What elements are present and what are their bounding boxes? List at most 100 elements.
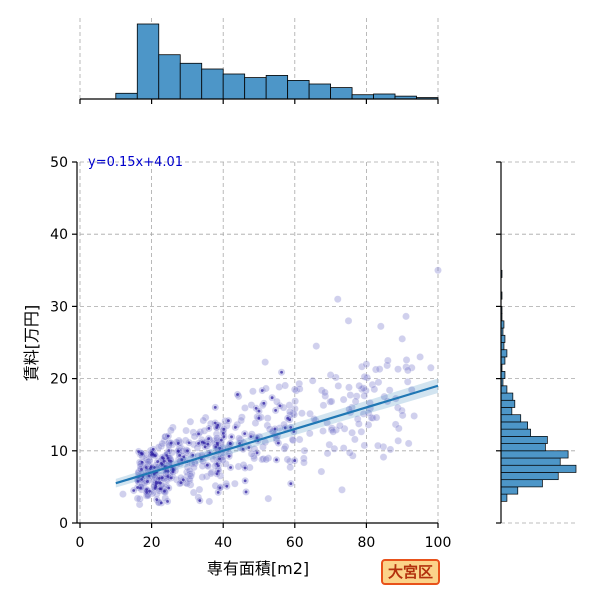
scatter-point-core — [154, 482, 158, 486]
y-hist-bar — [500, 399, 516, 408]
y-hist-bar — [500, 407, 513, 416]
scatter-point-core — [213, 421, 217, 425]
scatter-point-core — [230, 435, 233, 439]
scatter-point-core — [159, 501, 163, 505]
scatter-point — [280, 444, 289, 453]
scatter-point — [359, 384, 368, 392]
scatter-point — [238, 413, 246, 422]
scatter-point-core — [216, 423, 220, 427]
scatter-point-core — [140, 460, 144, 464]
scatter-point-core — [139, 486, 142, 490]
scatter-point-core — [286, 416, 290, 420]
scatter-point-core — [169, 476, 173, 480]
scatter-point — [385, 386, 394, 394]
scatter-point — [338, 486, 346, 494]
scatter-point — [172, 438, 181, 446]
scatter-point — [250, 454, 258, 463]
scatter-point — [394, 437, 402, 445]
x-tick-label: 100 — [425, 535, 452, 551]
scatter-point — [262, 455, 270, 464]
scatter-plot: 0 20 40 60 80 100 0 10 20 30 40 50 — [50, 155, 451, 551]
scatter-point-core — [153, 466, 156, 469]
scatter-point-core — [171, 467, 175, 471]
scatter-point — [383, 361, 391, 370]
scatter-point-core — [166, 499, 169, 503]
scatter-point — [300, 458, 308, 467]
scatter-point — [195, 485, 204, 494]
y-tick-label: 10 — [50, 444, 68, 460]
regression-equation: y=0.15x+4.01 — [88, 155, 183, 170]
district-badge: 大宮区 — [381, 559, 441, 585]
y-hist-bar — [500, 436, 548, 444]
scatter-point-core — [227, 454, 231, 458]
scatter-point — [135, 500, 144, 509]
scatter-point-core — [180, 458, 184, 462]
scatter-point — [290, 410, 298, 419]
scatter-point-core — [197, 442, 200, 445]
x-hist-bar — [201, 68, 224, 100]
scatter-point — [319, 427, 327, 435]
y-hist-bar — [500, 392, 514, 401]
scatter-point — [407, 363, 416, 372]
scatter-point — [182, 426, 190, 435]
scatter-point-core — [136, 486, 139, 489]
scatter-point-core — [254, 406, 258, 410]
x-tick-label: 60 — [286, 535, 304, 551]
scatter-point-core — [229, 466, 232, 469]
scatter-point — [251, 419, 260, 427]
x-hist-bar — [287, 80, 310, 100]
scatter-point — [362, 360, 371, 368]
scatter-point-core — [207, 437, 211, 440]
scatter-point — [339, 444, 348, 452]
y-tick-label: 40 — [50, 227, 68, 243]
scatter-point-core — [203, 445, 207, 449]
scatter-point-core — [154, 480, 158, 484]
scatter-point — [375, 365, 384, 373]
scatter-point — [247, 401, 256, 409]
scatter-point — [241, 404, 249, 412]
scatter-point-core — [169, 459, 173, 463]
scatter-point-core — [140, 477, 144, 481]
scatter-point-core — [260, 389, 264, 392]
scatter-point — [187, 472, 195, 480]
scatter-point — [374, 441, 382, 450]
scatter-point-core — [206, 442, 210, 446]
x-hist-bar — [158, 54, 181, 100]
scatter-point-core — [140, 468, 143, 471]
scatter-point-core — [236, 393, 239, 396]
scatter-point-core — [216, 469, 220, 473]
scatter-point — [281, 381, 289, 390]
scatter-point-core — [228, 442, 232, 445]
scatter-point-core — [149, 465, 153, 469]
y-hist-bar — [500, 464, 577, 473]
scatter-point-core — [221, 432, 225, 435]
scatter-point-core — [181, 478, 185, 482]
scatter-point — [300, 446, 309, 455]
scatter-point — [295, 385, 304, 393]
scatter-point-core — [216, 443, 219, 446]
scatter-point — [370, 385, 379, 394]
scatter-point — [384, 356, 392, 365]
scatter-point — [186, 417, 195, 426]
scatter-point — [181, 436, 190, 445]
x-tick-label: 80 — [357, 535, 375, 551]
scatter-point-core — [155, 498, 159, 501]
scatter-point — [207, 469, 215, 478]
scatter-point — [372, 365, 380, 374]
scatter-point — [364, 409, 373, 417]
scatter-point — [351, 435, 359, 444]
scatter-point-core — [197, 432, 200, 436]
scatter-point-core — [233, 425, 237, 429]
scatter-point — [213, 434, 221, 442]
scatter-point-core — [288, 418, 292, 422]
scatter-point-core — [219, 438, 223, 442]
scatter-point-core — [160, 476, 164, 480]
scatter-point — [308, 376, 317, 385]
scatter-point-core — [198, 499, 202, 503]
scatter-point-core — [153, 454, 157, 458]
scatter-point-core — [169, 441, 173, 445]
scatter-point — [235, 434, 243, 443]
x-marginal-histogram — [79, 18, 439, 104]
scatter-point — [264, 494, 273, 503]
